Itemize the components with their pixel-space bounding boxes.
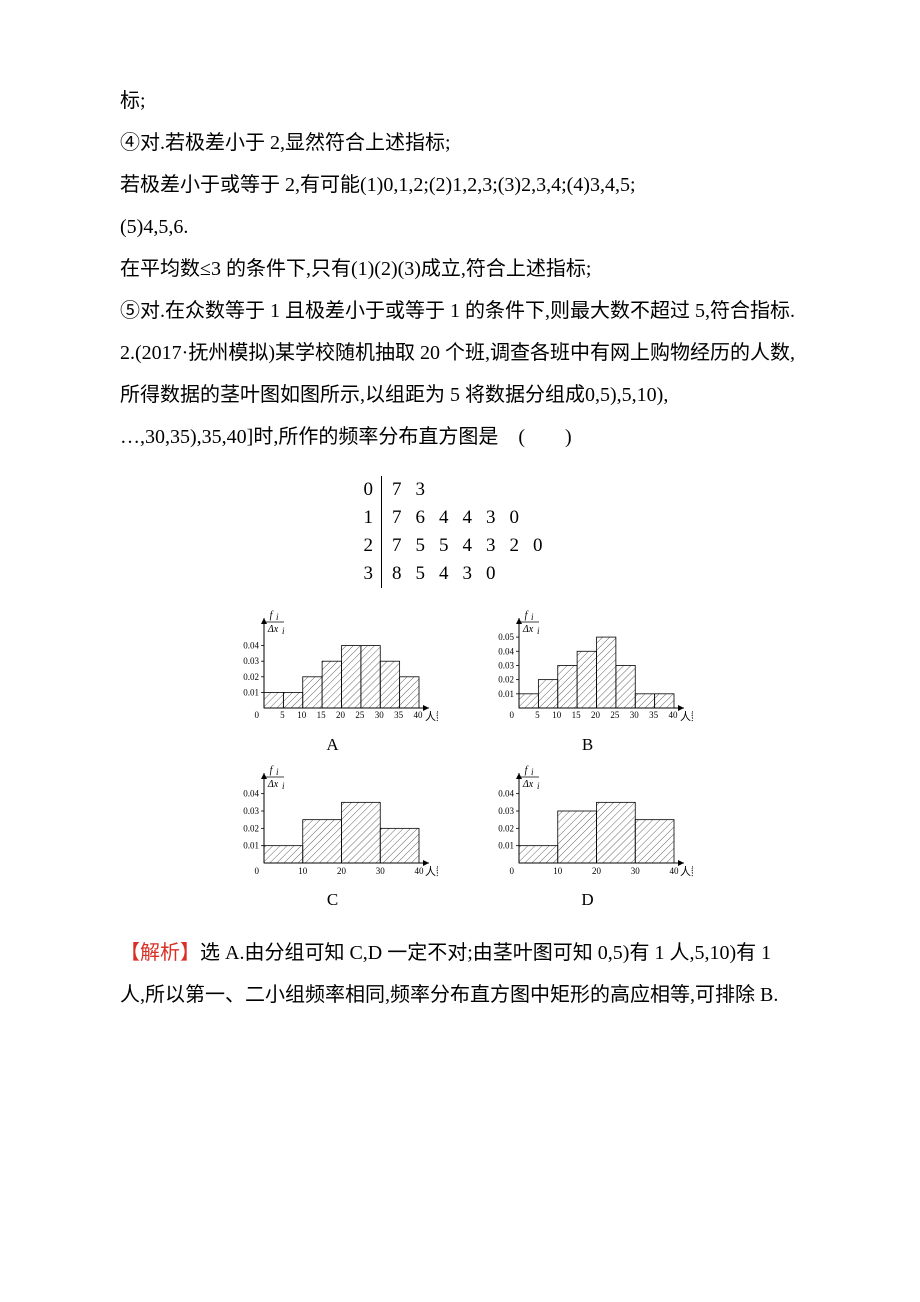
- para-range2: (5)4,5,6.: [120, 206, 800, 248]
- option-C-label: C: [327, 890, 338, 910]
- svg-text:15: 15: [571, 710, 581, 720]
- svg-text:0.05: 0.05: [498, 632, 514, 642]
- svg-text:f: f: [269, 765, 273, 776]
- svg-text:40: 40: [414, 866, 424, 876]
- svg-text:30: 30: [375, 866, 385, 876]
- answer-tag: 【解析】: [120, 942, 200, 964]
- histogram-options: 0.010.020.030.045101520253035400人数fiΔxi …: [220, 608, 700, 910]
- svg-text:f: f: [269, 610, 273, 621]
- svg-text:0.02: 0.02: [498, 675, 514, 685]
- svg-text:0.03: 0.03: [498, 806, 514, 816]
- svg-text:0.02: 0.02: [498, 823, 514, 833]
- option-D-label: D: [581, 890, 593, 910]
- svg-text:0.02: 0.02: [243, 672, 259, 682]
- svg-text:0.03: 0.03: [498, 660, 514, 670]
- answer-para: 【解析】选 A.由分组可知 C,D 一定不对;由茎叶图可知 0,5)有 1 人,…: [120, 932, 800, 1016]
- svg-text:40: 40: [669, 866, 679, 876]
- svg-text:i: i: [282, 781, 285, 791]
- option-B: 0.01 0.02 0.03 0.04 0.05 5 10 15 20 25 30 35 40 0 人数 fi…: [475, 608, 700, 755]
- question-2-stem: 2.(2017·抚州模拟)某学校随机抽取 20 个班,调查各班中有网上购物经历的…: [120, 332, 800, 416]
- question-2-cont: …,30,35),35,40]时,所作的频率分布直方图是 ( ): [120, 416, 800, 458]
- svg-text:i: i: [276, 767, 279, 777]
- svg-text:10: 10: [553, 866, 563, 876]
- svg-text:20: 20: [337, 866, 347, 876]
- svg-text:0.04: 0.04: [498, 789, 514, 799]
- svg-text:0.02: 0.02: [243, 823, 259, 833]
- svg-text:0.04: 0.04: [243, 789, 259, 799]
- svg-text:Δx: Δx: [266, 624, 278, 635]
- svg-text:5: 5: [535, 710, 540, 720]
- svg-text:f: f: [524, 765, 528, 776]
- svg-text:0.04: 0.04: [243, 641, 259, 651]
- svg-text:20: 20: [592, 866, 602, 876]
- svg-text:i: i: [276, 612, 279, 622]
- para-4: ④对.若极差小于 2,显然符合上述指标;: [120, 122, 800, 164]
- svg-text:5: 5: [280, 710, 285, 720]
- svg-text:0: 0: [509, 866, 514, 876]
- svg-text:10: 10: [298, 866, 308, 876]
- svg-text:i: i: [537, 781, 540, 791]
- svg-text:i: i: [531, 767, 534, 777]
- para-biao: 标;: [120, 80, 800, 122]
- option-A: 0.010.020.030.045101520253035400人数fiΔxi …: [220, 608, 445, 755]
- svg-text:人数: 人数: [425, 710, 438, 723]
- svg-text:i: i: [537, 626, 540, 636]
- option-D: 0.010.020.030.04102030400人数fiΔxi D: [475, 763, 700, 910]
- svg-text:0: 0: [254, 710, 259, 720]
- svg-text:0: 0: [254, 866, 259, 876]
- svg-text:i: i: [531, 612, 534, 622]
- svg-text:Δx: Δx: [521, 624, 533, 635]
- svg-text:人数: 人数: [680, 710, 693, 723]
- svg-text:人数: 人数: [425, 865, 438, 878]
- svg-text:20: 20: [591, 710, 601, 720]
- svg-text:f: f: [524, 610, 528, 621]
- para-avg: 在平均数≤3 的条件下,只有(1)(2)(3)成立,符合上述指标;: [120, 248, 800, 290]
- svg-text:25: 25: [355, 710, 365, 720]
- svg-text:40: 40: [668, 710, 678, 720]
- para-5: ⑤对.在众数等于 1 且极差小于或等于 1 的条件下,则最大数不超过 5,符合指…: [120, 290, 800, 332]
- svg-text:0.01: 0.01: [243, 687, 259, 697]
- svg-text:10: 10: [552, 710, 562, 720]
- svg-text:30: 30: [374, 710, 384, 720]
- option-C: 0.010.020.030.04102030400人数fiΔxi C: [220, 763, 445, 910]
- svg-text:0.01: 0.01: [498, 841, 514, 851]
- option-B-label: B: [582, 735, 593, 755]
- svg-text:35: 35: [394, 710, 404, 720]
- svg-text:0.01: 0.01: [243, 841, 259, 851]
- svg-text:人数: 人数: [680, 865, 693, 878]
- svg-text:0: 0: [509, 710, 514, 720]
- option-A-label: A: [326, 735, 338, 755]
- svg-text:15: 15: [316, 710, 326, 720]
- para-range1: 若极差小于或等于 2,有可能(1)0,1,2;(2)1,2,3;(3)2,3,4…: [120, 164, 800, 206]
- answer-body: 选 A.由分组可知 C,D 一定不对;由茎叶图可知 0,5)有 1 人,5,10…: [120, 942, 778, 1006]
- svg-text:0.03: 0.03: [243, 656, 259, 666]
- svg-text:0.01: 0.01: [498, 689, 514, 699]
- svg-text:Δx: Δx: [521, 779, 533, 790]
- svg-text:25: 25: [610, 710, 620, 720]
- svg-text:0.03: 0.03: [243, 806, 259, 816]
- svg-text:30: 30: [630, 866, 640, 876]
- svg-text:Δx: Δx: [266, 779, 278, 790]
- svg-text:20: 20: [336, 710, 346, 720]
- svg-text:i: i: [282, 626, 285, 636]
- svg-text:40: 40: [413, 710, 423, 720]
- svg-text:10: 10: [297, 710, 307, 720]
- stem-leaf-plot: 073176443027554320385430: [120, 476, 800, 588]
- svg-text:30: 30: [629, 710, 639, 720]
- svg-text:35: 35: [649, 710, 659, 720]
- svg-text:0.04: 0.04: [498, 646, 514, 656]
